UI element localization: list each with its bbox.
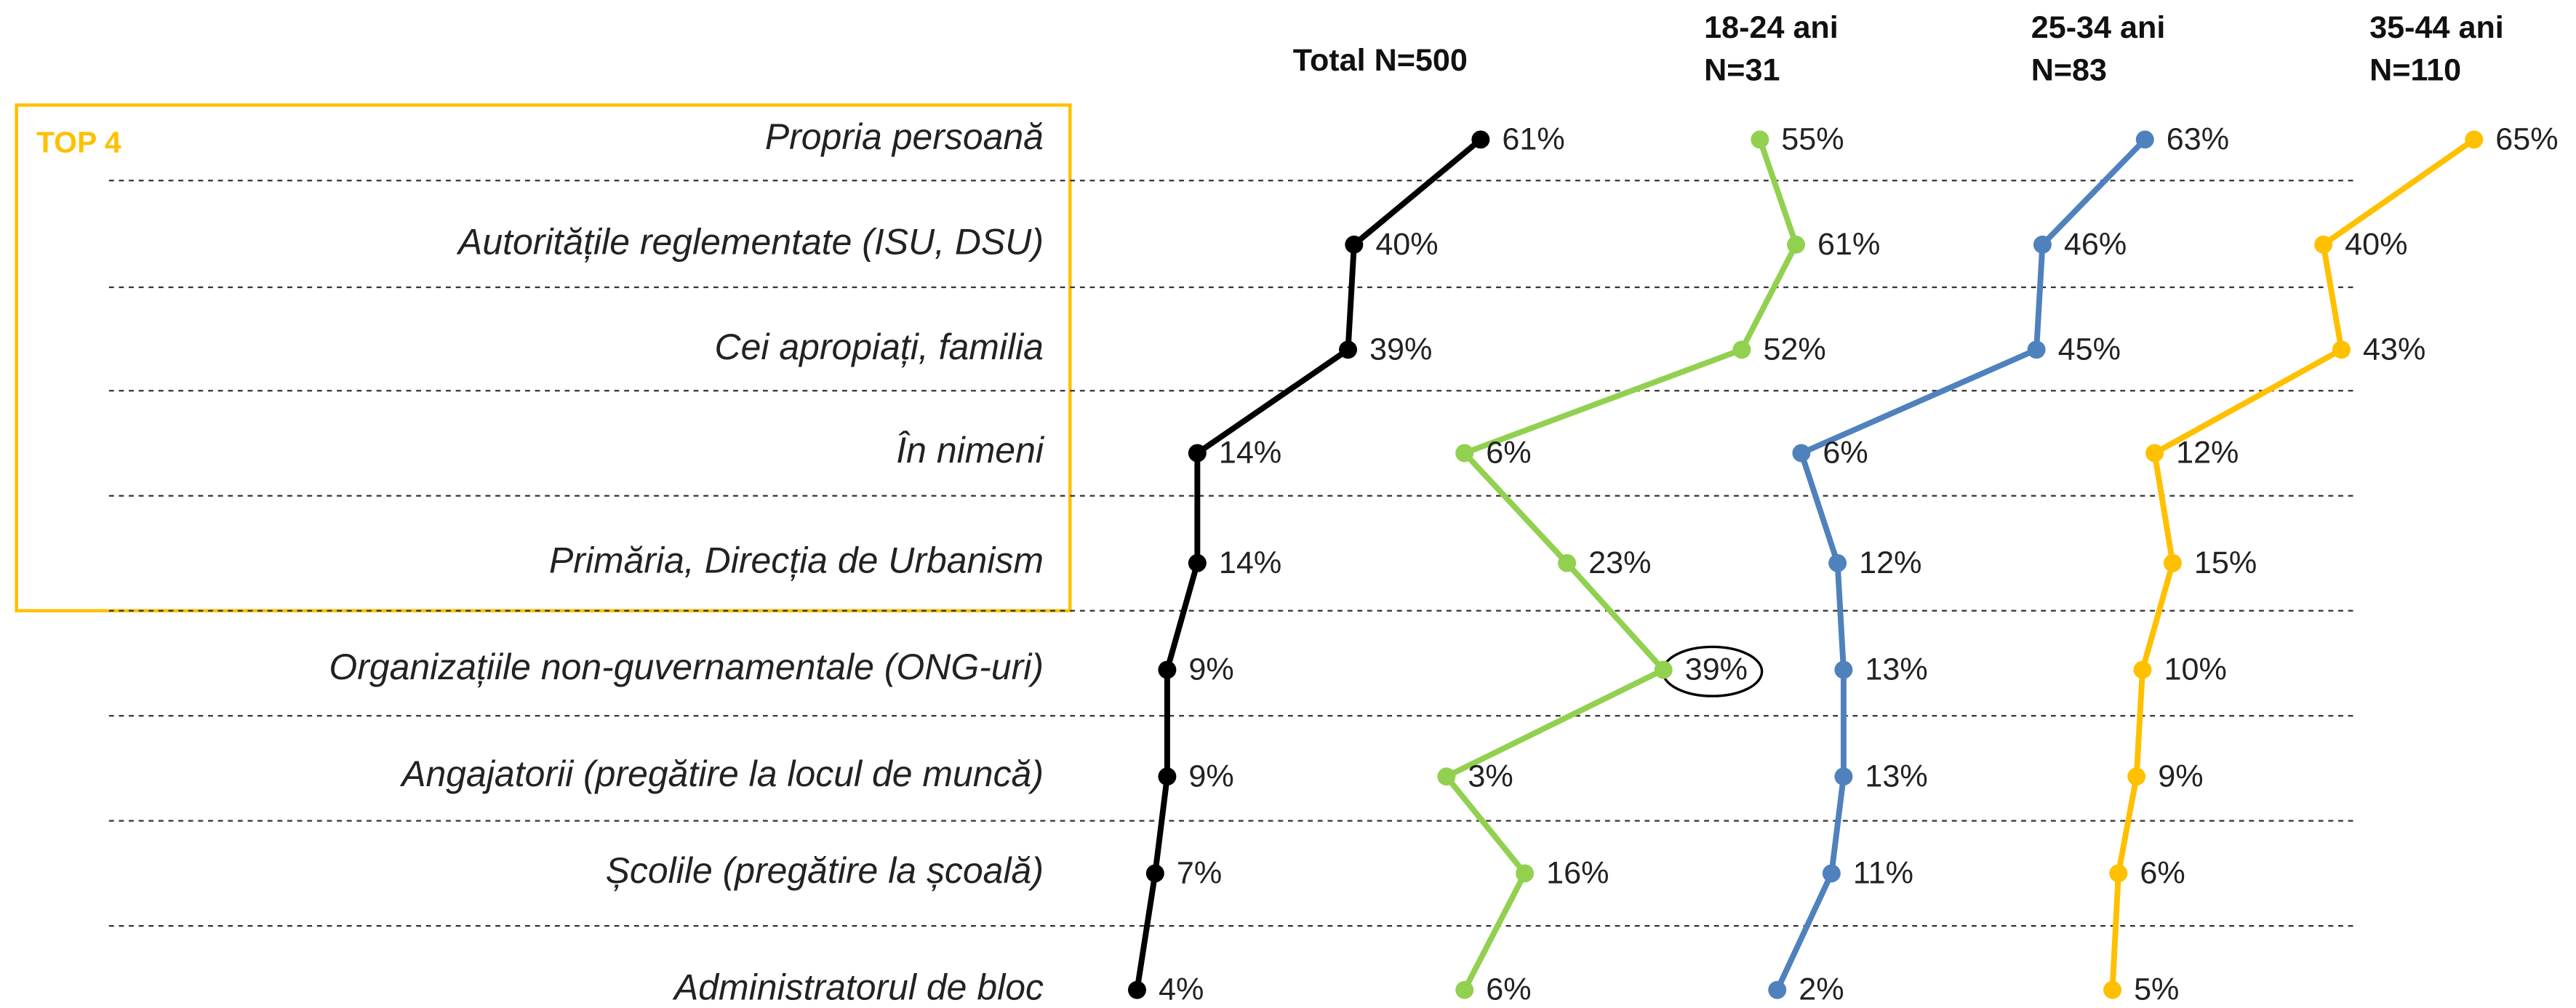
data-point [2163, 553, 2182, 572]
data-point [2133, 660, 2152, 679]
series-header: Total N=500 [1293, 43, 1468, 78]
category-label: Cei apropiați, familia [715, 327, 1044, 367]
data-point [1455, 980, 1474, 999]
data-point [2109, 864, 2128, 883]
data-point [1834, 767, 1853, 786]
category-label: Propria persoană [765, 116, 1044, 157]
data-point [2027, 340, 2046, 359]
series-header: 25-34 ani [2031, 10, 2166, 45]
data-label: 12% [1859, 545, 1921, 580]
data-label: 14% [1219, 436, 1281, 471]
data-point [1158, 660, 1177, 679]
data-label: 5% [2134, 972, 2179, 1007]
data-label: 46% [2064, 227, 2127, 262]
data-point [1127, 980, 1146, 999]
data-label: 23% [1588, 545, 1651, 580]
data-point [1516, 864, 1535, 883]
data-label: 7% [1177, 856, 1222, 891]
data-point [1188, 444, 1207, 463]
data-point [1558, 553, 1577, 572]
data-point [1751, 130, 1769, 149]
data-label: 2% [1799, 972, 1844, 1007]
data-label: 6% [2140, 856, 2185, 891]
data-label: 6% [1486, 436, 1531, 471]
data-label: 9% [2158, 759, 2203, 793]
category-label: Primăria, Direcția de Urbanism [549, 540, 1044, 581]
data-point [1455, 444, 1474, 463]
data-point [2127, 767, 2146, 786]
data-label: 13% [1865, 759, 1927, 793]
category-label: Administratorul de bloc [672, 967, 1044, 1007]
data-label: 12% [2176, 436, 2239, 471]
data-point [1654, 660, 1673, 679]
data-label: 13% [1865, 652, 1927, 687]
data-label: 16% [1546, 856, 1609, 891]
data-point [1787, 235, 1806, 254]
data-point [1732, 340, 1751, 359]
data-point [1158, 767, 1177, 786]
data-point [2465, 130, 2484, 149]
data-label: 43% [2363, 332, 2425, 367]
data-point [1768, 980, 1787, 999]
data-label: 63% [2167, 122, 2229, 157]
data-label: 3% [1468, 759, 1513, 793]
category-label: Organizațiile non-guvernamentale (ONG-ur… [329, 647, 1044, 687]
data-label: 9% [1188, 652, 1233, 687]
data-point [1145, 864, 1164, 883]
series-header: 35-44 ani [2369, 10, 2504, 45]
series-sample: N=31 [1704, 53, 1780, 88]
data-point [1792, 444, 1811, 463]
data-label: 6% [1486, 972, 1531, 1007]
data-point [1437, 767, 1456, 786]
data-label: 65% [2495, 122, 2558, 157]
data-label: 52% [1763, 332, 1825, 367]
data-label: 4% [1159, 972, 1204, 1007]
top-box [15, 103, 1072, 612]
data-label: 39% [1685, 652, 1748, 687]
data-label: 40% [2345, 227, 2407, 262]
data-label: 55% [1781, 122, 1844, 157]
data-point [2103, 980, 2122, 999]
data-label: 15% [2194, 545, 2257, 580]
data-label: 14% [1219, 545, 1281, 580]
data-label: 61% [1502, 122, 1564, 157]
series-sample: N=110 [2369, 53, 2461, 88]
data-point [2135, 130, 2154, 149]
data-point [2033, 235, 2052, 254]
data-point [1345, 235, 1364, 254]
data-point [2145, 444, 2164, 463]
series-header: 18-24 ani [1704, 10, 1839, 45]
data-point [1339, 340, 1358, 359]
series-sample: N=83 [2031, 53, 2107, 88]
data-label: 10% [2164, 652, 2227, 687]
category-label: În nimeni [896, 430, 1045, 471]
data-point [1822, 864, 1841, 883]
data-point [1834, 660, 1853, 679]
data-label: 39% [1369, 332, 1432, 367]
data-point [1471, 130, 1490, 149]
data-point [1828, 553, 1847, 572]
data-point [2332, 340, 2351, 359]
data-label: 9% [1188, 759, 1233, 793]
category-label: Școlile (pregătire la școală) [606, 850, 1044, 891]
data-point [2314, 235, 2333, 254]
category-label: Angajatorii (pregătire la locul de muncă… [399, 753, 1044, 794]
data-point [1188, 553, 1207, 572]
data-label: 40% [1375, 227, 1438, 262]
data-label: 6% [1823, 436, 1868, 471]
data-label: 45% [2058, 332, 2121, 367]
data-label: 11% [1853, 856, 1913, 891]
category-label: Autoritățile reglementate (ISU, DSU) [456, 222, 1044, 263]
annotation: TOP 4 [36, 125, 121, 159]
data-label: 61% [1817, 227, 1880, 262]
